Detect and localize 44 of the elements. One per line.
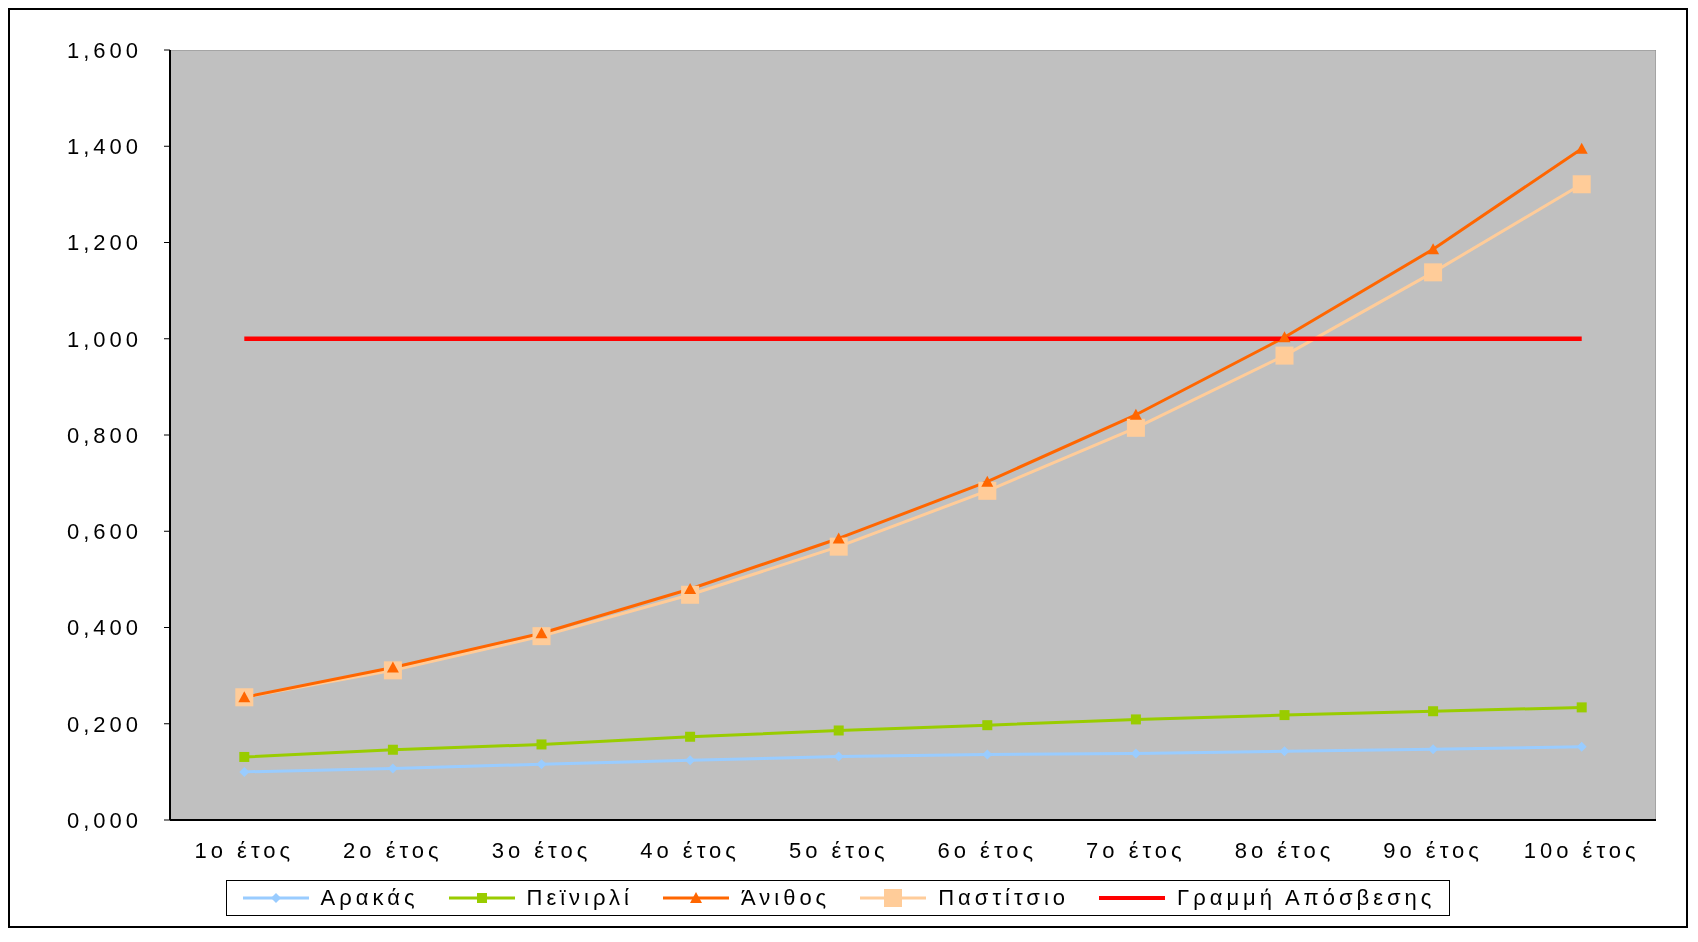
- point: [1428, 706, 1439, 717]
- point: [1575, 142, 1588, 154]
- point: [685, 731, 696, 742]
- point: [982, 720, 993, 731]
- y-tick-label: 0,600: [66, 519, 142, 545]
- point: [981, 475, 994, 487]
- point: [1278, 331, 1291, 343]
- x-tick-label: 10ο έτος: [1523, 837, 1640, 863]
- legend-label: Άνιθος: [740, 885, 831, 911]
- point: [1424, 263, 1443, 282]
- y-tick-label: 0,200: [66, 711, 142, 737]
- y-tick-label: 1,600: [66, 37, 142, 63]
- y-tick-label: 0,000: [66, 807, 142, 833]
- x-tick-label: 7ο έτος: [1086, 837, 1186, 863]
- x-tick-label: 3ο έτος: [491, 837, 592, 863]
- y-tick-label: 1,200: [66, 230, 142, 256]
- point: [387, 744, 398, 755]
- x-tick-label: 1ο έτος: [194, 837, 295, 863]
- legend-label: Πεϊνιρλί: [526, 885, 633, 911]
- point: [1275, 346, 1294, 365]
- x-tick-label: 9ο έτος: [1383, 837, 1483, 863]
- x-tick-label: 2ο έτος: [343, 837, 443, 863]
- point: [1129, 408, 1142, 420]
- x-tick-label: 4ο έτος: [640, 837, 740, 863]
- x-tick-label: 8ο έτος: [1234, 837, 1335, 863]
- point: [239, 751, 250, 762]
- y-tick-label: 1,000: [66, 326, 142, 352]
- legend-label: Παστίτσιο: [938, 885, 1070, 911]
- point: [1427, 243, 1440, 255]
- legend-label: Αρακάς: [320, 885, 419, 911]
- point: [832, 532, 845, 544]
- y-tick-label: 0,400: [66, 615, 142, 641]
- x-tick-label: 5ο έτος: [788, 837, 889, 863]
- y-tick-label: 1,400: [66, 134, 142, 160]
- point: [1279, 710, 1290, 721]
- y-tick-label: 0,800: [66, 422, 142, 448]
- x-tick-label: 6ο έτος: [937, 837, 1038, 863]
- point: [1130, 714, 1141, 725]
- point: [1126, 418, 1145, 437]
- legend-label: Γραμμή Απόσβεσης: [1177, 885, 1436, 911]
- point: [833, 725, 844, 736]
- point: [1576, 702, 1587, 713]
- point: [1572, 175, 1591, 194]
- point: [536, 739, 547, 750]
